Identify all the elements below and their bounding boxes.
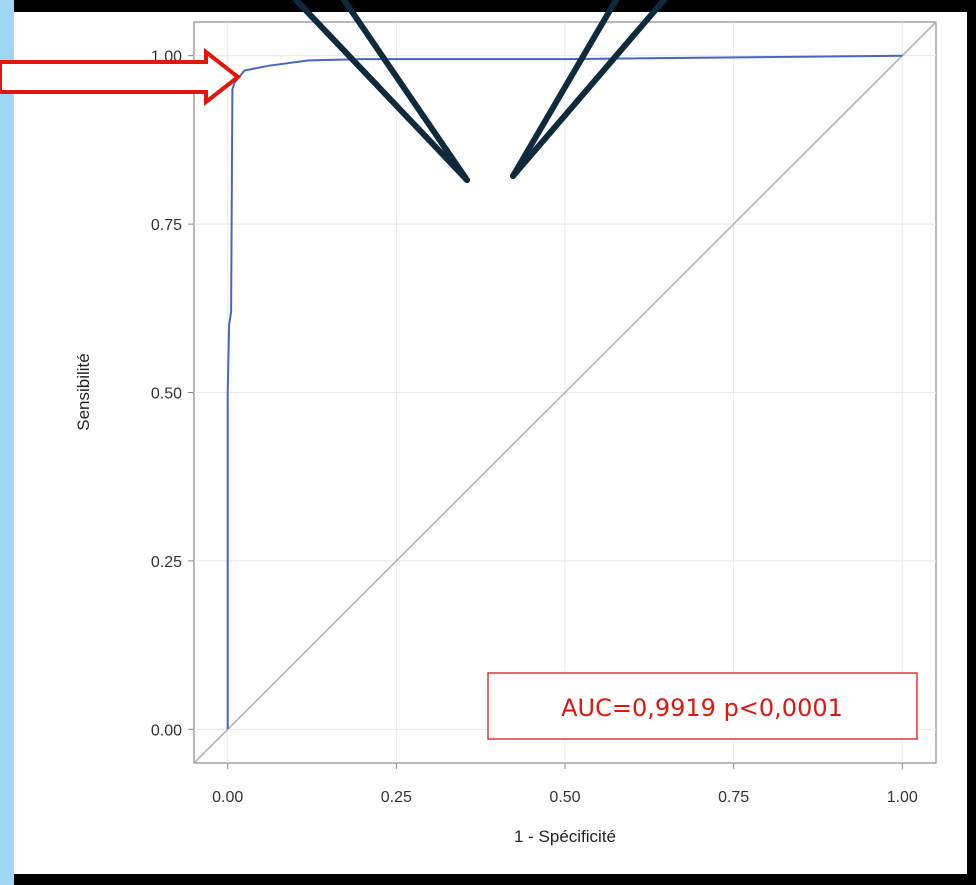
y-tick-label: 0.25	[151, 554, 182, 571]
auc-annotation: AUC=0,9919 p<0,0001	[488, 673, 917, 739]
x-tick-label: 0.75	[718, 789, 749, 806]
auc-annotation-text: AUC=0,9919 p<0,0001	[561, 694, 843, 722]
y-tick-label: 0.75	[151, 217, 182, 234]
x-axis-label: 1 - Spécificité	[514, 827, 616, 846]
x-tick-label: 0.50	[549, 789, 580, 806]
y-tick-label: 0.00	[151, 722, 182, 739]
x-tick-label: 0.00	[212, 789, 243, 806]
y-axis-label: Sensibilité	[74, 353, 93, 431]
x-tick-label: 1.00	[887, 789, 918, 806]
y-tick-label: 0.50	[151, 386, 182, 403]
x-tick-label: 0.25	[381, 789, 412, 806]
left-accent-strip	[0, 0, 14, 885]
